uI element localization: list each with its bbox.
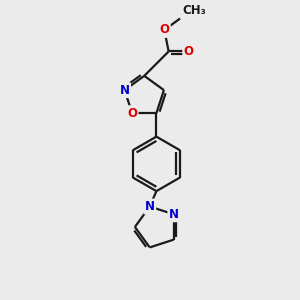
Text: O: O (184, 45, 194, 58)
Text: N: N (169, 208, 179, 221)
Text: O: O (159, 23, 169, 37)
Text: CH₃: CH₃ (182, 4, 206, 17)
Text: O: O (127, 107, 137, 120)
Text: N: N (120, 84, 130, 97)
Text: N: N (145, 200, 155, 213)
